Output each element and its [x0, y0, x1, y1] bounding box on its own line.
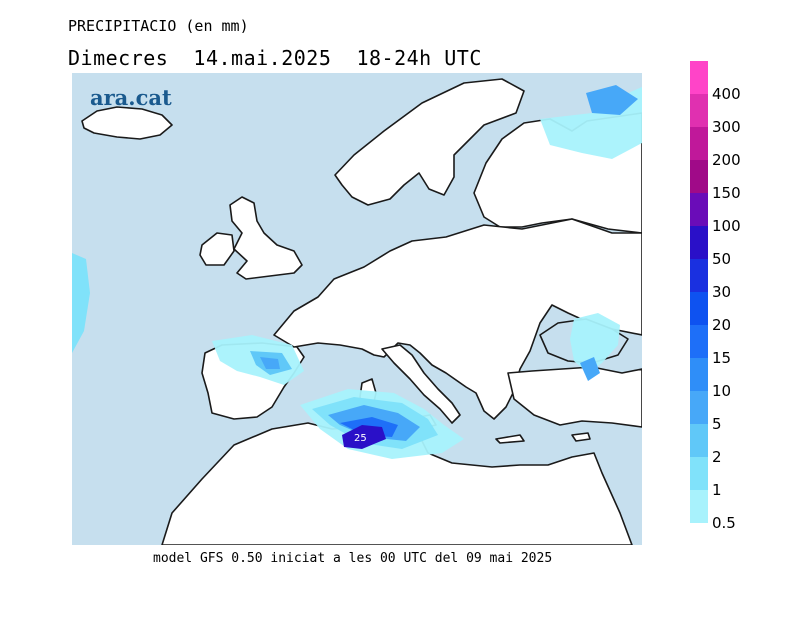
forecast-period-subtitle: Dimecres 14.mai.2025 18-24h UTC	[68, 46, 482, 70]
legend-swatch	[690, 61, 708, 94]
legend-label: 15	[712, 349, 732, 367]
legend-label: 200	[712, 151, 741, 169]
model-info-footer: model GFS 0.50 iniciat a les 00 UTC del …	[153, 551, 553, 566]
chart-title: PRECIPITACIO (en mm)	[68, 17, 249, 35]
precip-20mm-core	[342, 425, 386, 449]
precip-light-balkans	[570, 313, 620, 373]
precip-5mm-russia	[586, 85, 638, 115]
legend-swatch	[690, 259, 708, 292]
precipitation-areas	[72, 85, 642, 459]
ireland	[199, 232, 235, 266]
legend-label: 10	[712, 382, 732, 400]
legend-label: 20	[712, 316, 732, 334]
peak-precipitation-label: 25	[354, 433, 367, 444]
aracat-logo: ara.cat	[90, 85, 172, 110]
legend-label: 50	[712, 250, 732, 268]
legend-label: 0.5	[712, 514, 736, 532]
legend-label: 100	[712, 217, 741, 235]
iceland	[81, 106, 173, 140]
italy	[381, 344, 461, 424]
great-britain	[229, 196, 303, 280]
legend-label: 2	[712, 448, 722, 466]
precipitation-map: 25	[72, 73, 642, 545]
legend-swatch	[690, 127, 708, 160]
legend-label: 30	[712, 283, 732, 301]
legend-swatch	[690, 325, 708, 358]
legend-label: 5	[712, 415, 722, 433]
anatolia	[507, 366, 642, 428]
legend-swatch	[690, 391, 708, 424]
legend-swatch	[690, 193, 708, 226]
legend-swatch	[690, 457, 708, 490]
legend-label: 1	[712, 481, 722, 499]
legend-swatch	[690, 424, 708, 457]
precip-5mm-balkans	[580, 357, 600, 381]
scandinavia	[334, 78, 525, 206]
precip-light-atlantic	[72, 253, 90, 353]
legend-swatch	[690, 226, 708, 259]
legend-swatch	[690, 490, 708, 523]
legend-swatch	[690, 160, 708, 193]
legend-label: 400	[712, 85, 741, 103]
legend-label: 150	[712, 184, 741, 202]
legend-swatch	[690, 292, 708, 325]
cyprus	[571, 432, 591, 442]
legend-swatch	[690, 94, 708, 127]
legend-label: 300	[712, 118, 741, 136]
precip-5mm-iberia	[260, 357, 280, 369]
crete	[495, 434, 525, 444]
legend-swatch	[690, 358, 708, 391]
